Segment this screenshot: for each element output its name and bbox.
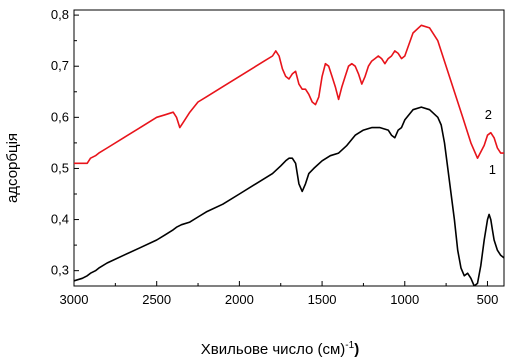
- x-tick-label: 500: [477, 292, 499, 307]
- y-tick-label: 0,3: [51, 263, 69, 278]
- series-labels: 21: [485, 107, 496, 177]
- series-label-1: 1: [489, 162, 496, 177]
- axis-ticks: 3000 2500 2000 1500 1000 500 0,3 0,4 0,5 0,6 0,7 0,…: [51, 7, 498, 307]
- y-axis-title: адсорбція: [4, 133, 21, 203]
- series-layer: [74, 24, 504, 286]
- plot-frame: [73, 9, 505, 287]
- x-tick-label: 2500: [142, 292, 171, 307]
- x-axis-title-main: Хвильове число (см): [201, 341, 346, 358]
- x-tick-label: 1000: [390, 292, 419, 307]
- series-label-2: 2: [485, 107, 492, 122]
- x-axis-title-sup: -1: [345, 340, 354, 351]
- y-tick-label: 0,5: [51, 160, 69, 175]
- x-tick-label: 2000: [225, 292, 254, 307]
- x-tick-label: 1500: [308, 292, 337, 307]
- y-tick-label: 0,7: [51, 58, 69, 73]
- x-axis-title: Хвильове число (см)-1): [201, 340, 359, 358]
- x-tick-label: 3000: [60, 292, 89, 307]
- x-axis-title-tail: ): [354, 341, 359, 358]
- series-line-1: [74, 106, 504, 286]
- plot-area: [73, 9, 505, 287]
- y-tick-label: 0,6: [51, 109, 69, 124]
- y-tick-label: 0,8: [51, 7, 69, 22]
- series-line-2: [74, 24, 504, 165]
- y-tick-label: 0,4: [51, 212, 69, 227]
